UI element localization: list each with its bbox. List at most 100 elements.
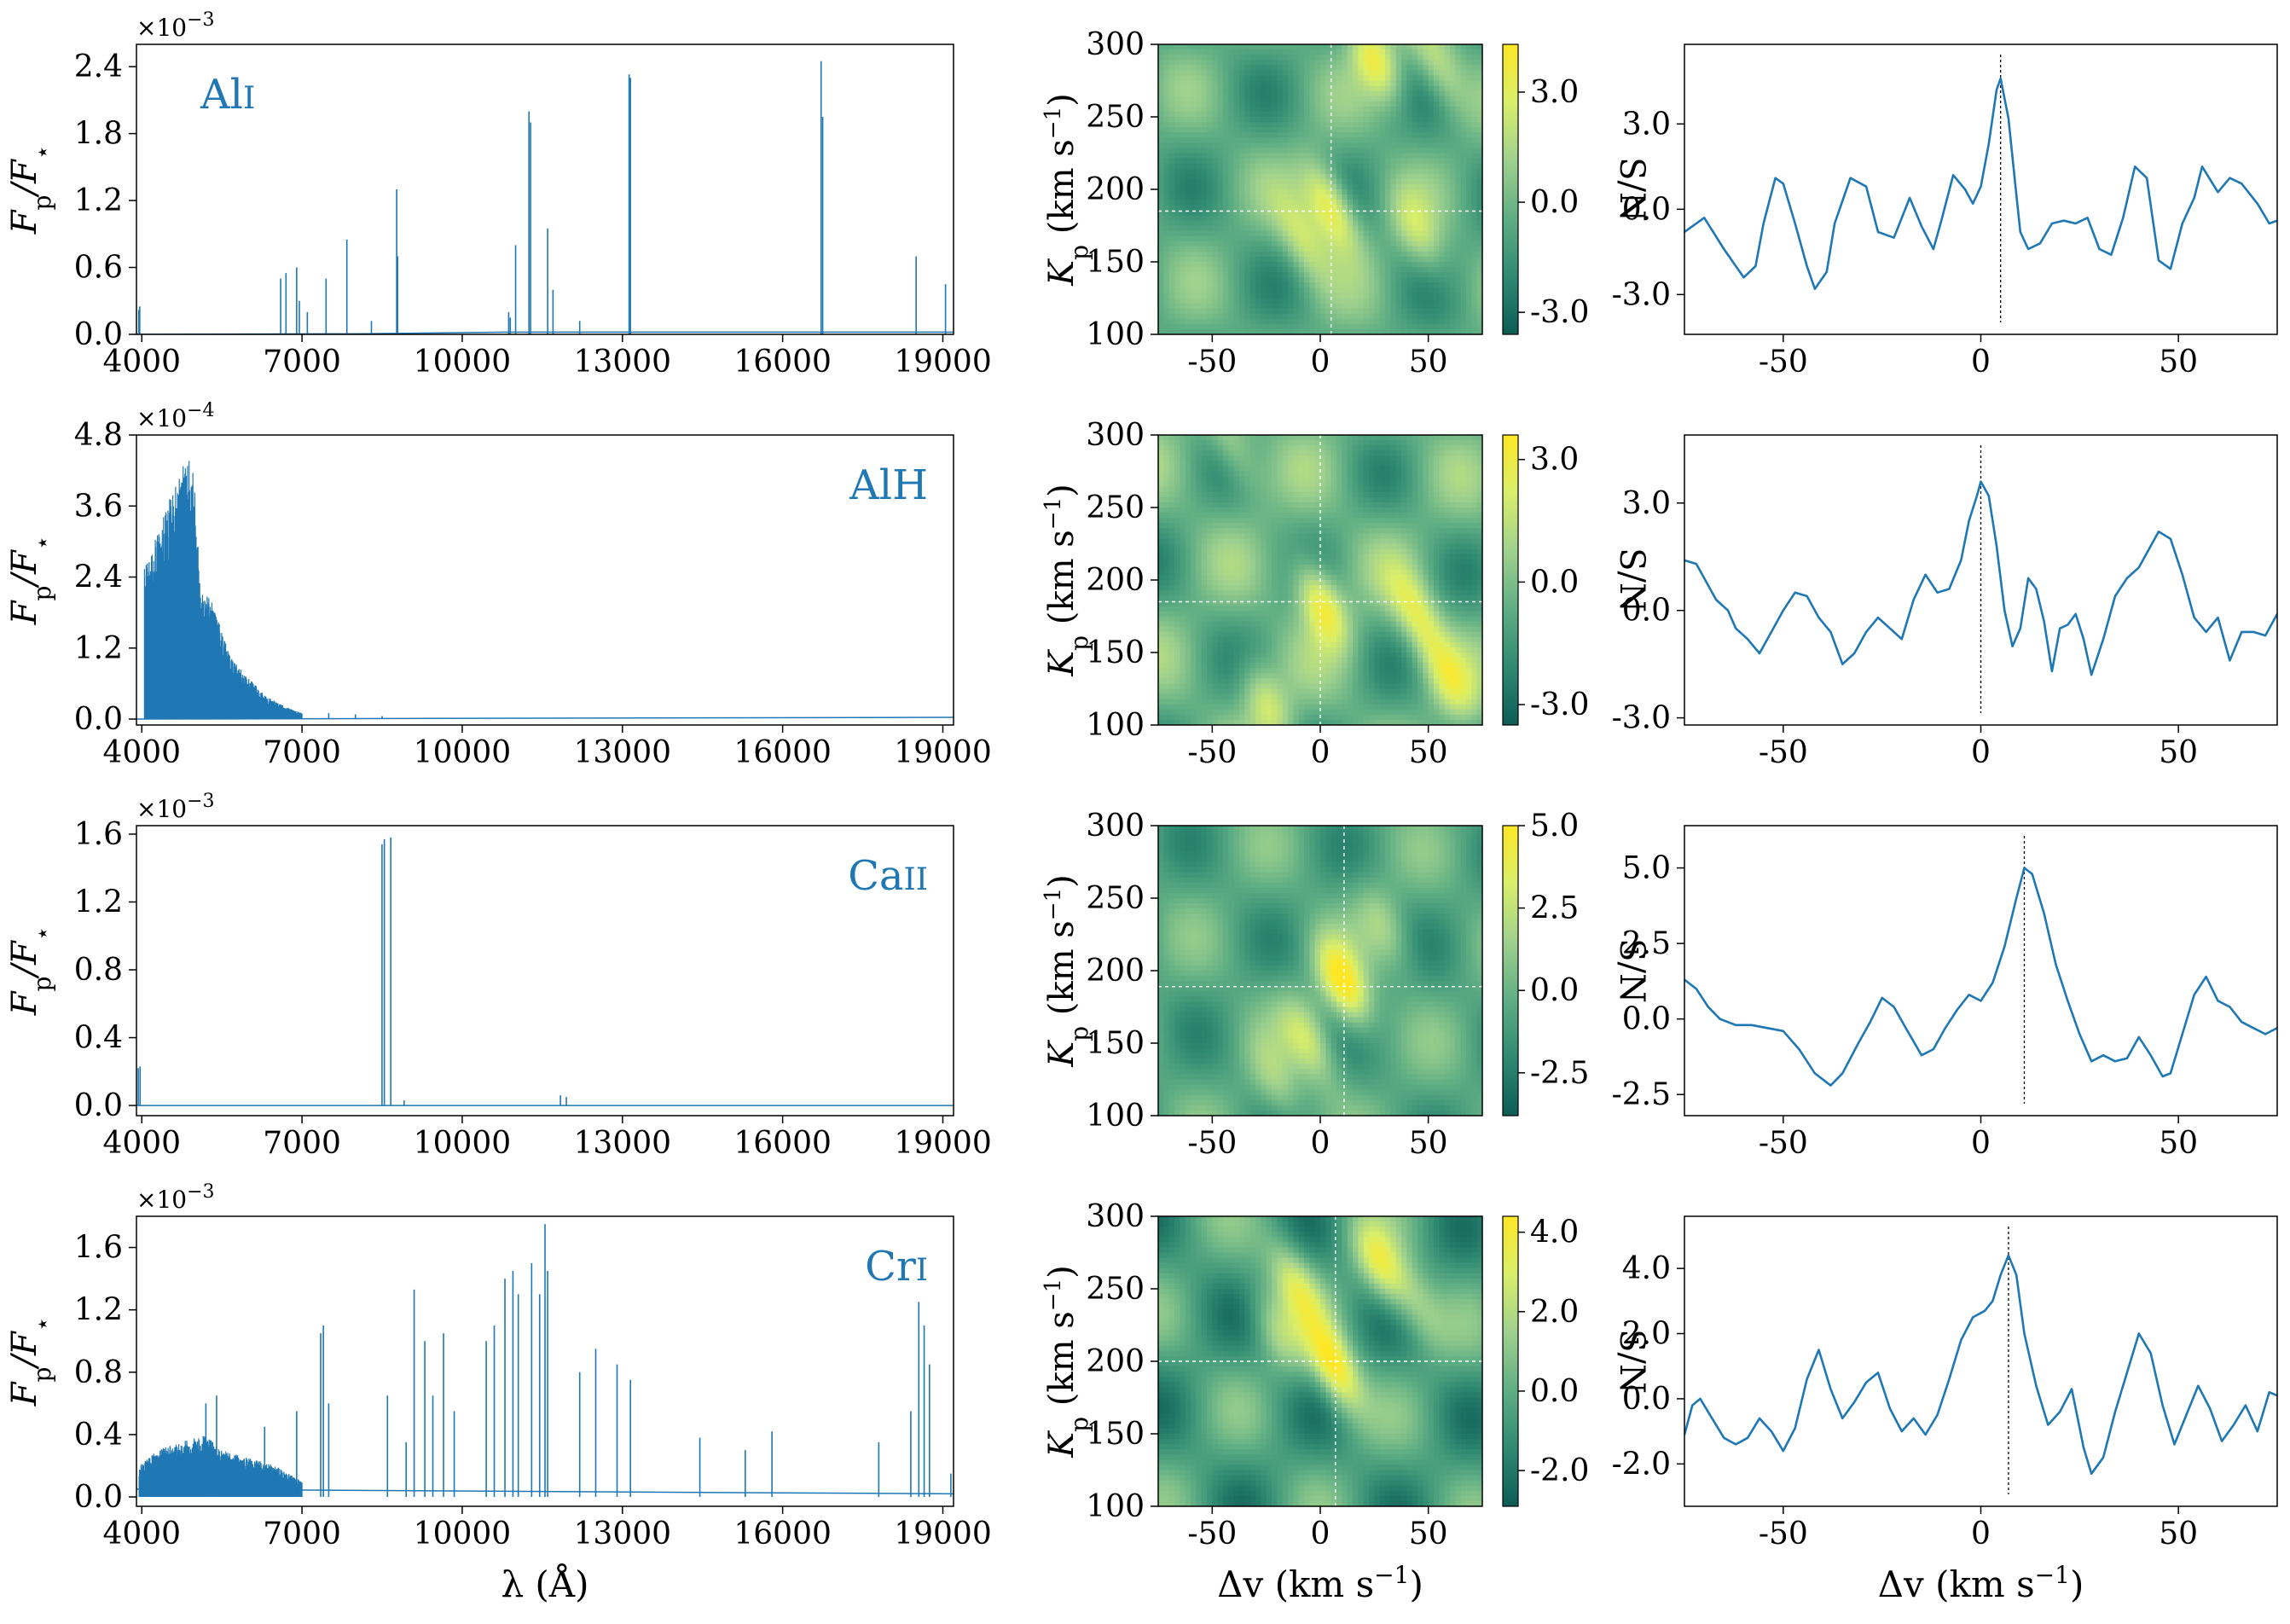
heatmap-cell <box>1201 502 1208 508</box>
heatmap-cell <box>1201 533 1208 540</box>
heatmap-cell <box>1385 189 1391 195</box>
heatmap-cell <box>1288 246 1294 252</box>
heatmap-cell <box>1369 445 1375 451</box>
heatmap-cell <box>1233 277 1240 283</box>
heatmap-cell <box>1347 44 1354 50</box>
heatmap-cell <box>1466 323 1472 330</box>
heatmap-cell <box>1293 476 1300 483</box>
heatmap-cell <box>1314 117 1321 123</box>
heatmap-cell <box>1444 543 1451 550</box>
heatmap-cell <box>1369 85 1375 92</box>
heatmap-cell <box>1471 235 1478 242</box>
heatmap-cell <box>1196 194 1203 200</box>
heatmap-cell <box>1228 471 1235 478</box>
heatmap-cell <box>1158 282 1164 288</box>
heatmap-cell <box>1476 49 1482 55</box>
y-tick-label: 3.6 <box>74 489 123 524</box>
heatmap-cell <box>1249 548 1256 555</box>
heatmap-cell <box>1379 543 1386 550</box>
heatmap-cell <box>1239 328 1245 334</box>
heatmap-cell <box>1223 85 1229 92</box>
heatmap-cell <box>1395 486 1402 493</box>
heatmap-cell <box>1460 496 1467 503</box>
heatmap-cell <box>1460 445 1467 451</box>
heatmap-cell <box>1288 543 1294 550</box>
heatmap-cell <box>1239 117 1245 123</box>
heatmap-cell <box>1185 75 1191 82</box>
heatmap-cell <box>1439 323 1446 330</box>
heatmap-cell <box>1336 282 1342 288</box>
heatmap-cell <box>1277 466 1284 473</box>
heatmap-cell <box>1201 523 1208 529</box>
heatmap-cell <box>1434 293 1440 299</box>
heatmap-cell <box>1412 49 1418 55</box>
heatmap-cell <box>1336 267 1342 273</box>
heatmap-cell <box>1325 106 1332 113</box>
heatmap-cell <box>1228 293 1235 299</box>
y-tick-label: 2.4 <box>74 49 123 84</box>
heatmap-cell <box>1455 225 1462 232</box>
heatmap-cell <box>1168 471 1175 478</box>
heatmap-cell <box>1185 440 1191 446</box>
heatmap-cell <box>1309 513 1316 519</box>
heatmap-cell <box>1163 313 1170 320</box>
heatmap-cell <box>1282 518 1289 524</box>
heatmap-cell <box>1412 189 1418 195</box>
heatmap-cell <box>1444 189 1451 195</box>
heatmap-cell <box>1185 476 1191 483</box>
heatmap-cell <box>1174 298 1180 304</box>
heatmap-cell <box>1401 476 1407 483</box>
heatmap-cell <box>1390 471 1397 478</box>
heatmap-cell <box>1239 313 1245 320</box>
heatmap-cell <box>1217 220 1224 227</box>
heatmap-cell <box>1288 111 1294 118</box>
heatmap-cell <box>1331 246 1337 252</box>
heatmap-cell <box>1412 445 1418 451</box>
heatmap-cell <box>1266 65 1273 71</box>
heatmap-cell <box>1428 96 1435 102</box>
heatmap-cell <box>1379 303 1386 310</box>
heatmap-cell <box>1395 461 1402 467</box>
heatmap-cell <box>1450 435 1456 441</box>
heatmap-cell <box>1207 178 1213 185</box>
heatmap-cell <box>1228 538 1235 545</box>
heatmap-cell <box>1244 132 1251 138</box>
heatmap-cell <box>1261 183 1267 190</box>
heatmap-cell <box>1379 55 1386 61</box>
heatmap-cell <box>1272 445 1278 451</box>
heatmap-cell <box>1212 85 1219 92</box>
heatmap-cell <box>1353 158 1359 165</box>
heatmap-cell <box>1417 85 1423 92</box>
heatmap-cell <box>1314 272 1321 278</box>
heatmap-cell <box>1460 55 1467 61</box>
heatmap-cell <box>1444 101 1451 107</box>
heatmap-cell <box>1191 491 1197 498</box>
heatmap-cell <box>1363 117 1370 123</box>
heatmap-cell <box>1298 548 1305 555</box>
heatmap-cell <box>1336 127 1342 133</box>
heatmap-cell <box>1390 241 1397 247</box>
heatmap-cell <box>1476 323 1482 330</box>
heatmap-cell <box>1417 210 1423 216</box>
heatmap-cell <box>1379 75 1386 82</box>
x-tick-label: 0 <box>1311 345 1331 380</box>
heatmap-cell <box>1379 287 1386 294</box>
heatmap-cell <box>1471 183 1478 190</box>
heatmap-cell <box>1417 205 1423 211</box>
heatmap-cell <box>1228 106 1235 113</box>
heatmap-cell <box>1417 466 1423 473</box>
heatmap-cell <box>1434 210 1440 216</box>
heatmap-cell <box>1288 183 1294 190</box>
heatmap-cell <box>1282 148 1289 154</box>
heatmap-cell <box>1434 481 1440 488</box>
heatmap-cell <box>1212 502 1219 508</box>
heatmap-cell <box>1363 267 1370 273</box>
heatmap-cell <box>1163 328 1170 334</box>
heatmap-cell <box>1401 49 1407 55</box>
heatmap-cell <box>1401 246 1407 252</box>
heatmap-cell <box>1233 148 1240 154</box>
heatmap-cell <box>1249 215 1256 222</box>
heatmap-cell <box>1353 65 1359 71</box>
heatmap-cell <box>1304 502 1310 508</box>
heatmap-cell <box>1336 178 1342 185</box>
